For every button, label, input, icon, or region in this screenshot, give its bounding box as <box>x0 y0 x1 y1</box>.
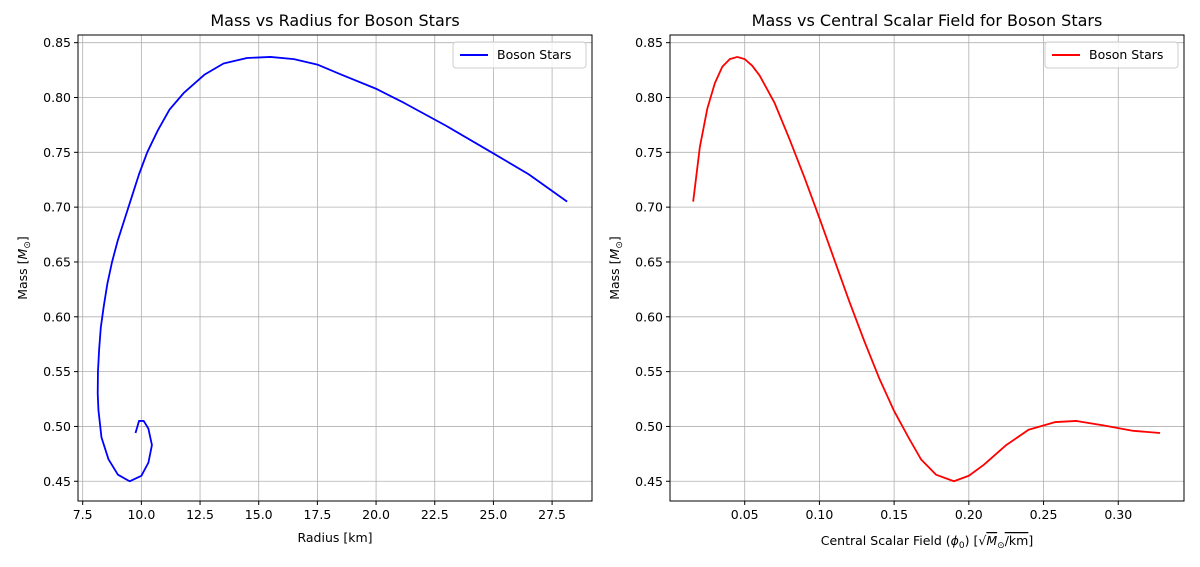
y-tick-label: 0.60 <box>635 309 663 324</box>
y-tick-label: 0.80 <box>635 90 663 105</box>
x-tick-label: 0.15 <box>880 507 908 522</box>
y-tick-label: 0.65 <box>43 254 71 269</box>
y-tick-label: 0.70 <box>635 200 663 215</box>
x-tick-label: 25.0 <box>480 507 508 522</box>
x-tick-label: 12.5 <box>186 507 214 522</box>
legend-box <box>1044 41 1179 69</box>
chart-title: Mass vs Central Scalar Field for Boson S… <box>752 11 1103 30</box>
y-tick-label: 0.45 <box>635 474 663 489</box>
y-tick-label: 0.75 <box>635 145 663 160</box>
y-tick-label: 0.80 <box>43 90 71 105</box>
series-layer <box>692 56 1161 483</box>
y-tick-label: 0.55 <box>43 364 71 379</box>
y-tick-label: 0.65 <box>635 254 663 269</box>
x-tick-label: 10.0 <box>127 507 155 522</box>
y-tick-label: 0.55 <box>635 364 663 379</box>
chart-mass-vs-radius: Mass vs Radius for Boson Stars 7.5 10.0 12… <box>15 11 593 545</box>
series-line <box>692 56 1161 483</box>
x-axis-label: Radius [km] <box>297 530 372 545</box>
x-tick-label: 0.05 <box>731 507 759 522</box>
plot-frame <box>669 34 1185 502</box>
grid <box>670 35 1184 501</box>
chart-mass-vs-central-scalar-field: Mass vs Central Scalar Field for Boson S… <box>607 11 1185 551</box>
x-tick-label: 0.30 <box>1104 507 1132 522</box>
legend: Boson Stars <box>1044 41 1179 69</box>
y-tick-label: 0.50 <box>43 419 71 434</box>
legend-label: Boson Stars <box>1089 47 1163 62</box>
axis-ticks: 0.05 0.10 0.15 0.20 0.25 0.30 0.45 0.50 0.55 0.60… <box>635 35 1132 522</box>
series-layer <box>96 56 568 483</box>
y-tick-label: 0.70 <box>43 200 71 215</box>
x-tick-label: 0.20 <box>955 507 983 522</box>
x-tick-label: 22.5 <box>421 507 449 522</box>
chart-title: Mass vs Radius for Boson Stars <box>210 11 459 30</box>
grid <box>78 35 592 501</box>
x-tick-label: 0.25 <box>1030 507 1058 522</box>
x-axis-label: Central Scalar Field (ϕ0) [√M⊙/km] <box>821 533 1033 551</box>
legend-box <box>452 41 587 69</box>
y-tick-label: 0.85 <box>635 35 663 50</box>
legend: Boson Stars <box>452 41 587 69</box>
y-tick-label: 0.45 <box>43 474 71 489</box>
y-axis-label: Mass [M⊙] <box>607 236 625 300</box>
x-tick-label: 17.5 <box>303 507 331 522</box>
x-tick-label: 27.5 <box>538 507 566 522</box>
y-tick-label: 0.50 <box>635 419 663 434</box>
x-tick-label: 0.10 <box>805 507 833 522</box>
y-tick-label: 0.60 <box>43 309 71 324</box>
axis-ticks: 7.5 10.0 12.5 15.0 17.5 20.0 22.5 25.0 27.5 0.45 0… <box>43 35 566 522</box>
y-tick-label: 0.85 <box>43 35 71 50</box>
plot-frame <box>77 34 593 502</box>
legend-label: Boson Stars <box>497 47 571 62</box>
y-axis-label: Mass [M⊙] <box>15 236 33 300</box>
x-tick-label: 15.0 <box>245 507 273 522</box>
series-line <box>96 56 568 483</box>
x-tick-label: 20.0 <box>362 507 390 522</box>
y-tick-label: 0.75 <box>43 145 71 160</box>
x-tick-label: 7.5 <box>73 507 93 522</box>
